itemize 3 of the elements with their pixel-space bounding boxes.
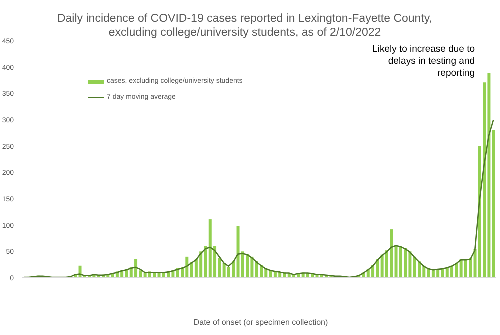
chart-title: Daily incidence of COVID-19 cases reported in Lexington-Fayette County, excluding college/university students, as of 2/10/2022 bbox=[56, 12, 434, 40]
annotation: Likely to increase due to delays in testing and reporting bbox=[372, 44, 475, 80]
x-axis-title: Date of onset (or specimen collection) bbox=[192, 318, 330, 327]
